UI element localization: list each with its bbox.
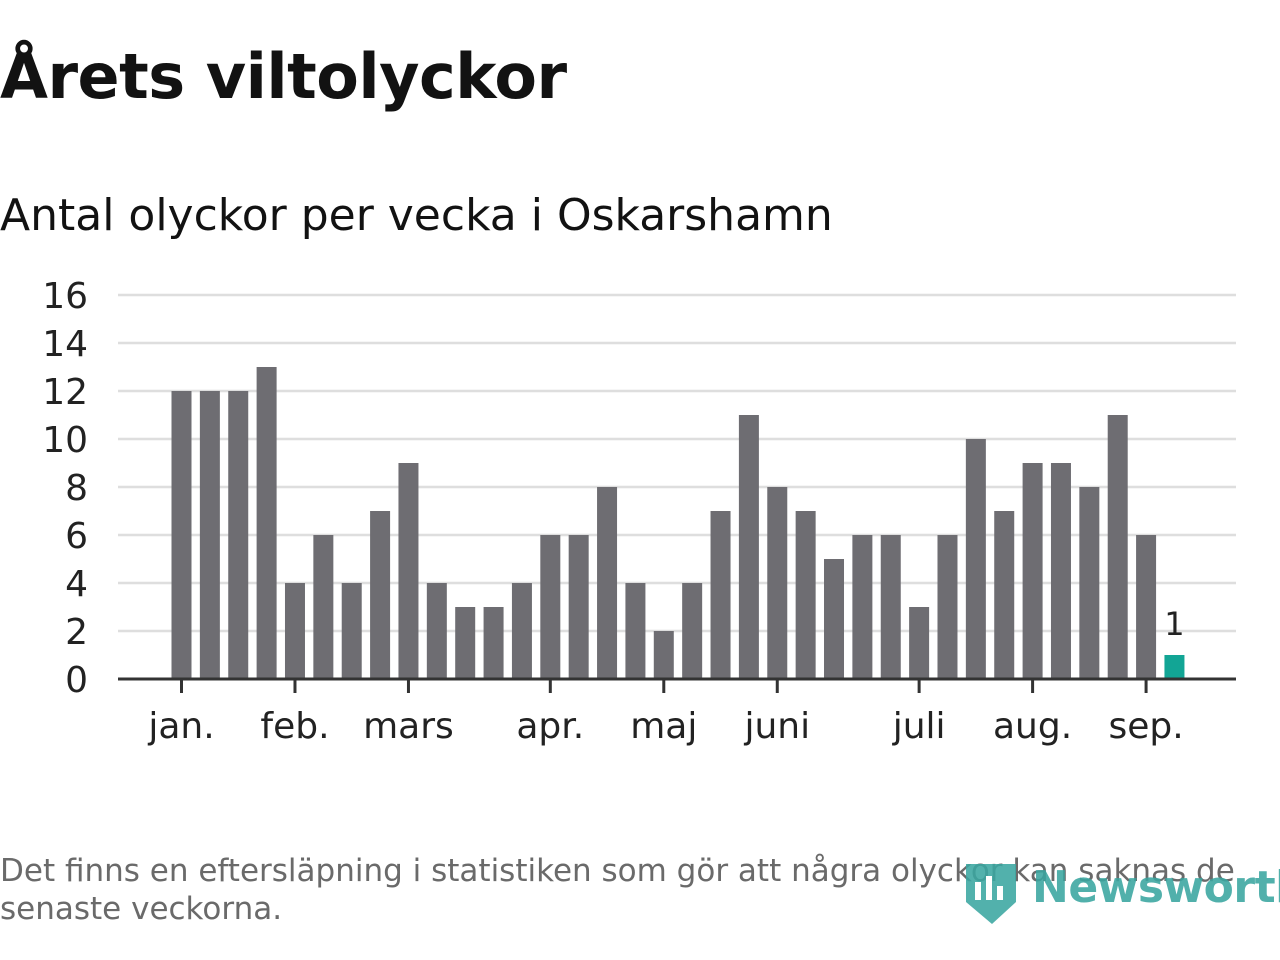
bar <box>909 607 930 679</box>
bar <box>370 511 391 679</box>
data-label: 1 <box>1164 605 1184 643</box>
bar <box>1079 487 1100 679</box>
y-tick-label: 8 <box>65 468 88 509</box>
bar <box>1050 463 1071 679</box>
bar <box>653 631 674 679</box>
x-tick-label: mars <box>363 706 454 747</box>
bar <box>171 391 192 679</box>
bar <box>568 535 589 679</box>
bar <box>313 535 334 679</box>
y-tick-label: 4 <box>65 564 88 605</box>
bar <box>1136 535 1157 679</box>
bar <box>284 583 305 679</box>
y-tick-label: 12 <box>42 372 88 413</box>
y-tick-label: 14 <box>42 324 88 365</box>
bar <box>540 535 561 679</box>
chart-subtitle: Antal olyckor per vecka i Oskarshamn <box>0 190 833 241</box>
newsworthy-logo-icon <box>966 864 1016 924</box>
x-tick-label: apr. <box>516 706 584 747</box>
bar-highlight <box>1164 655 1185 679</box>
x-tick-label: aug. <box>993 706 1072 747</box>
x-tick-label: jan. <box>147 706 214 747</box>
bar <box>256 367 277 679</box>
x-tick-label: juni <box>743 706 810 747</box>
y-tick-label: 16 <box>42 276 88 317</box>
bar <box>625 583 646 679</box>
newsworthy-logo-text: Newsworthy <box>1032 862 1280 913</box>
bar <box>738 415 759 679</box>
bar <box>937 535 958 679</box>
x-tick-label: juli <box>892 706 946 747</box>
bar <box>880 535 901 679</box>
y-tick-label: 10 <box>42 420 88 461</box>
x-tick-label: maj <box>630 706 697 747</box>
y-tick-label: 2 <box>65 612 88 653</box>
y-tick-label: 0 <box>65 660 88 701</box>
bar <box>398 463 419 679</box>
bar <box>228 391 249 679</box>
bar <box>824 559 845 679</box>
chart-title: Årets viltolyckor <box>0 40 567 113</box>
bar <box>597 487 618 679</box>
bar <box>1022 463 1043 679</box>
bar <box>199 391 220 679</box>
bar <box>511 583 532 679</box>
bar <box>1107 415 1128 679</box>
bar <box>767 487 788 679</box>
bar-chart: 0 2 4 6 8 10 12 14 16 1 jan. feb. mars apr. maj juni jul… <box>42 276 1236 747</box>
bar <box>455 607 476 679</box>
y-tick-label: 6 <box>65 516 88 557</box>
bar <box>795 511 816 679</box>
x-tick-label: sep. <box>1108 706 1183 747</box>
bar <box>852 535 873 679</box>
footnote: Det finns en eftersläpning i statistiken… <box>0 853 1235 927</box>
bar <box>682 583 703 679</box>
bar <box>341 583 362 679</box>
bar <box>965 439 986 679</box>
x-tick-label: feb. <box>260 706 329 747</box>
bar <box>426 583 447 679</box>
bar <box>710 511 731 679</box>
bar <box>483 607 504 679</box>
newsworthy-logo: Newsworthy <box>962 858 1280 930</box>
bar <box>994 511 1015 679</box>
